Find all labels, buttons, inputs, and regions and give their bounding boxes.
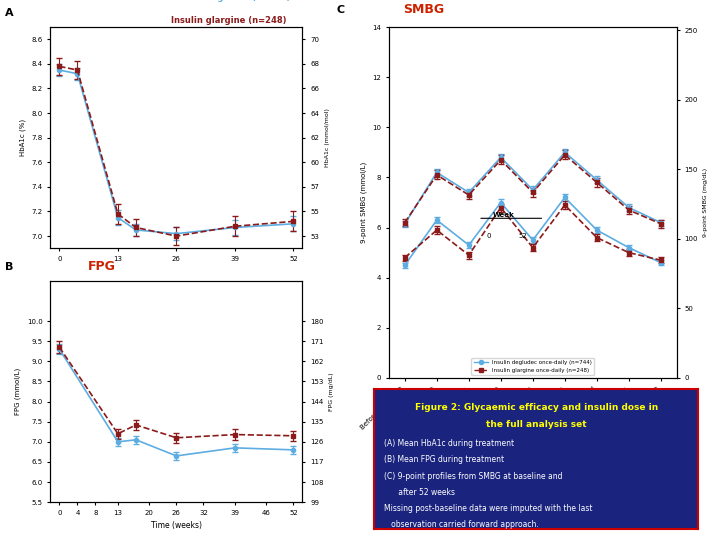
- Text: the full analysis set: the full analysis set: [486, 420, 587, 429]
- Text: Insulin degludec (n=744): Insulin degludec (n=744): [171, 0, 291, 3]
- Text: (B) Mean FPG during treatment: (B) Mean FPG during treatment: [384, 455, 504, 464]
- Text: FPG: FPG: [89, 260, 116, 273]
- Legend: Insulin degludec once-daily (n=744), Insulin glargine once-daily (n=248): Insulin degludec once-daily (n=744), Ins…: [472, 358, 594, 375]
- Text: SMBG: SMBG: [403, 3, 444, 16]
- Y-axis label: HbA1c (mmol/mol): HbA1c (mmol/mol): [325, 108, 330, 167]
- Text: A: A: [5, 8, 14, 18]
- Text: Missing post-baseline data were imputed with the last: Missing post-baseline data were imputed …: [384, 504, 593, 513]
- Text: observation carried forward approach.: observation carried forward approach.: [384, 520, 539, 529]
- Text: C: C: [337, 5, 345, 15]
- Y-axis label: HbA1c (%): HbA1c (%): [19, 119, 26, 156]
- Text: B: B: [5, 262, 14, 272]
- Text: Figure 2: Glycaemic efficacy and insulin dose in: Figure 2: Glycaemic efficacy and insulin…: [415, 403, 658, 412]
- Y-axis label: 9-point SMBG (mmol/L): 9-point SMBG (mmol/L): [360, 162, 366, 243]
- Y-axis label: FPG (mmol/L): FPG (mmol/L): [15, 368, 22, 415]
- Y-axis label: 9-point SMBG (mg/dL): 9-point SMBG (mg/dL): [703, 168, 708, 237]
- Text: Hb A1c: Hb A1c: [89, 0, 138, 3]
- Text: Week: Week: [493, 212, 515, 218]
- Text: (C) 9-point profiles from SMBG at baseline and: (C) 9-point profiles from SMBG at baseli…: [384, 471, 562, 481]
- X-axis label: Time (weeks): Time (weeks): [151, 522, 202, 530]
- Text: (A) Mean HbA1c during treatment: (A) Mean HbA1c during treatment: [384, 440, 514, 448]
- Text: 52: 52: [518, 233, 527, 239]
- Text: 0: 0: [487, 233, 491, 239]
- Text: Insulin glargine (n=248): Insulin glargine (n=248): [171, 16, 287, 25]
- Text: after 52 weeks: after 52 weeks: [384, 488, 455, 497]
- Y-axis label: FPG (mg/dL): FPG (mg/dL): [329, 372, 334, 411]
